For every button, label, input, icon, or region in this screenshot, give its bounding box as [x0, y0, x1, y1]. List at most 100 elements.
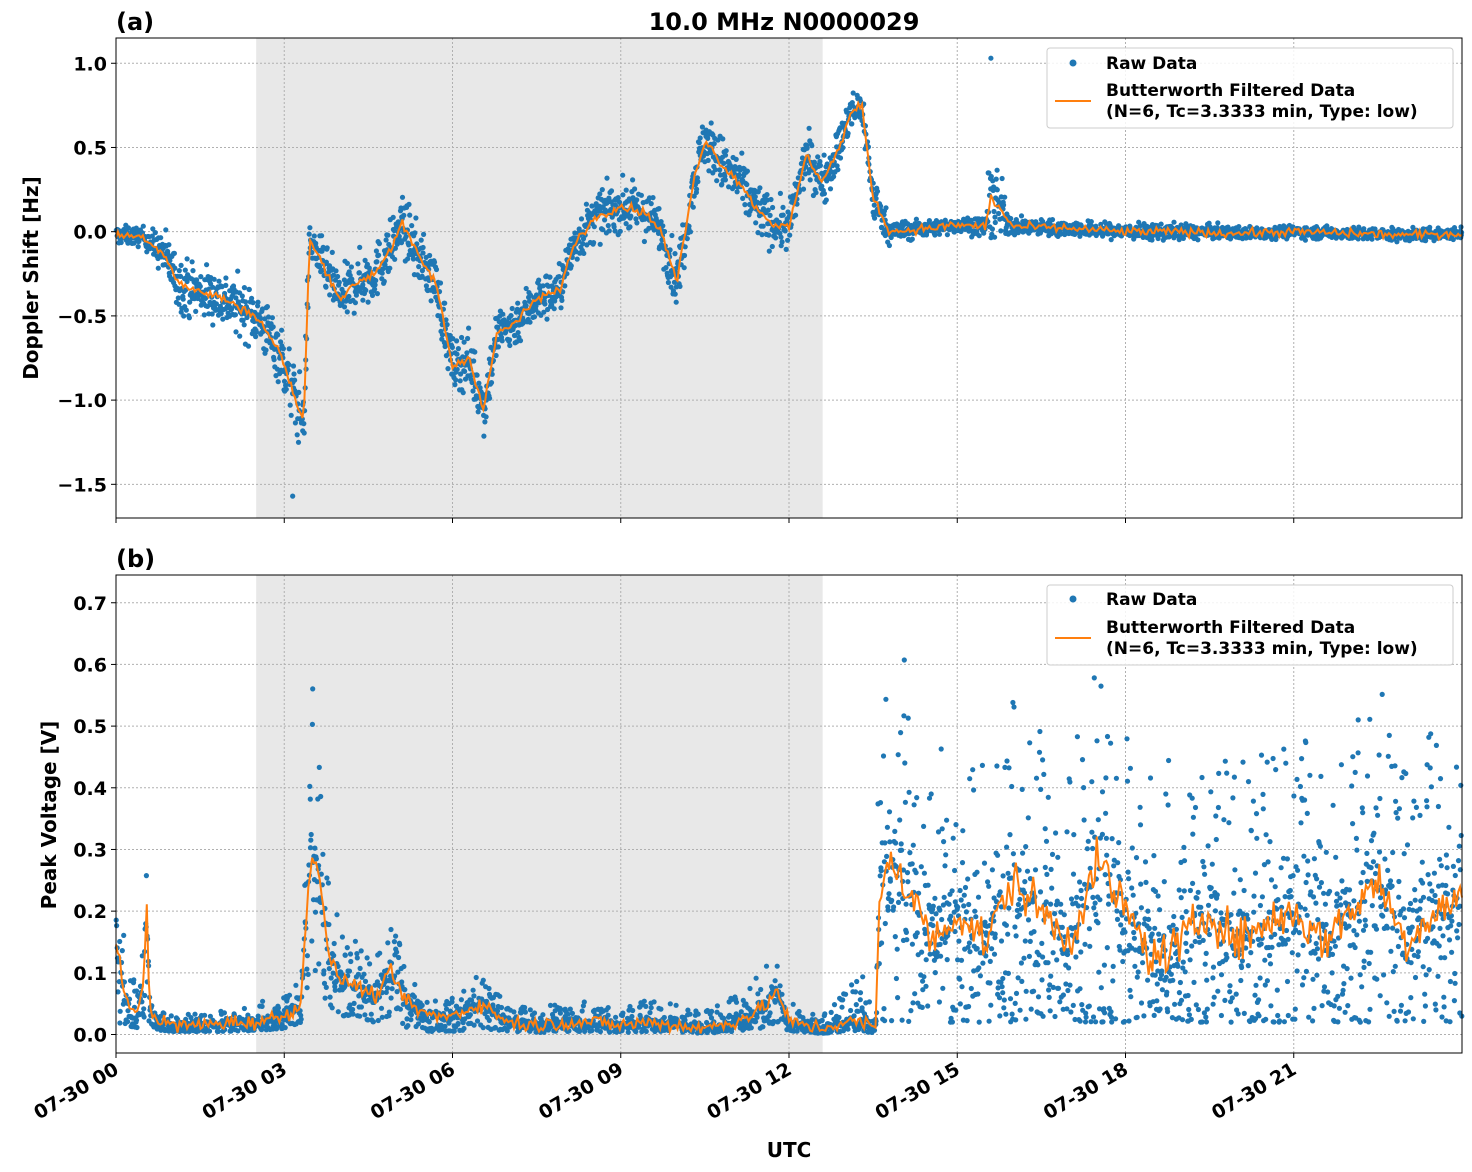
raw-data-point [388, 926, 394, 933]
raw-data-point [293, 982, 299, 988]
raw-data-point [836, 1014, 842, 1021]
raw-data-point [121, 932, 127, 939]
raw-data-point [175, 295, 181, 301]
raw-data-point [723, 148, 729, 154]
raw-data-point [271, 357, 277, 363]
raw-data-point [541, 309, 547, 315]
raw-data-point [736, 172, 742, 178]
raw-data-point [460, 390, 466, 396]
raw-data-point [296, 389, 302, 395]
raw-data-point [189, 259, 195, 265]
raw-data-point [391, 939, 397, 945]
raw-data-point [469, 379, 475, 386]
raw-data-point [421, 231, 427, 237]
raw-data-point [424, 999, 430, 1005]
raw-data-point [551, 306, 557, 312]
raw-data-point [480, 977, 486, 983]
raw-data-point [390, 214, 396, 220]
raw-data-point [334, 912, 340, 918]
raw-data-point [290, 363, 297, 369]
raw-data-point [850, 90, 856, 96]
raw-data-point [606, 195, 612, 201]
raw-data-point [140, 223, 146, 229]
raw-data-point [259, 1003, 265, 1010]
raw-data-point [306, 231, 312, 237]
raw-data-point [493, 352, 499, 359]
raw-data-point [471, 1022, 477, 1028]
raw-data-point [348, 958, 354, 965]
raw-data-point [579, 1008, 585, 1014]
raw-data-point [398, 240, 405, 246]
raw-data-point [320, 851, 326, 857]
raw-data-point [142, 992, 148, 999]
raw-data-point [787, 232, 793, 238]
raw-data-point [222, 290, 228, 297]
raw-data-point [823, 197, 829, 203]
raw-data-point [828, 1009, 834, 1016]
raw-data-point [673, 299, 679, 305]
raw-data-point [740, 195, 746, 201]
raw-data-point [355, 261, 361, 267]
raw-data-point [295, 439, 302, 445]
raw-data-point [1049, 217, 1056, 223]
raw-data-point [406, 242, 412, 248]
x-ticks-a [115, 518, 1295, 523]
raw-data-point [408, 1017, 414, 1023]
raw-data-point [344, 309, 350, 315]
raw-data-point [589, 1028, 595, 1034]
raw-data-point [800, 186, 807, 192]
raw-data-point [507, 342, 513, 349]
raw-data-point [206, 1028, 213, 1034]
raw-data-point [998, 228, 1004, 234]
raw-data-point [706, 168, 712, 174]
raw-data-point [171, 250, 177, 256]
raw-data-point [1088, 219, 1094, 225]
raw-data-point [194, 277, 200, 283]
raw-data-point [672, 251, 678, 257]
raw-data-point [669, 232, 675, 239]
raw-data-point [453, 377, 459, 383]
raw-data-point [260, 998, 266, 1004]
raw-data-point [442, 300, 448, 306]
raw-data-point [926, 218, 933, 224]
raw-data-point [322, 995, 328, 1001]
raw-data-point [462, 368, 468, 374]
raw-data-point [365, 299, 371, 305]
raw-data-point [641, 998, 647, 1004]
raw-data-point [515, 300, 521, 306]
raw-data-point [633, 1029, 639, 1035]
raw-data-point [531, 1010, 538, 1016]
raw-data-point [613, 1014, 619, 1020]
raw-data-point [815, 154, 821, 160]
raw-data-point [454, 338, 460, 344]
raw-data-point [202, 1012, 208, 1018]
raw-data-point [499, 338, 505, 344]
raw-data-point [617, 228, 623, 234]
raw-data-point [280, 346, 286, 352]
raw-data-point [837, 155, 844, 161]
raw-data-point [379, 270, 385, 276]
raw-data-point [324, 875, 330, 881]
raw-data-point [211, 276, 217, 282]
raw-data-point [356, 270, 362, 276]
raw-data-point [822, 1011, 828, 1017]
raw-data-point [497, 993, 503, 999]
raw-data-point [351, 1000, 357, 1007]
raw-data-point [134, 1024, 140, 1031]
raw-data-point [420, 244, 426, 251]
raw-data-point [279, 327, 285, 333]
raw-data-point [755, 991, 761, 997]
raw-data-point [313, 856, 319, 862]
raw-data-point [455, 1020, 461, 1027]
raw-data-point [452, 382, 458, 388]
raw-data-point [335, 273, 341, 280]
raw-data-point [328, 975, 334, 981]
raw-data-point [916, 220, 922, 226]
raw-data-point [291, 371, 297, 377]
y-tick-label: −0.5 [57, 306, 107, 328]
raw-data-point [450, 336, 456, 342]
raw-data-point [782, 228, 788, 234]
raw-data-point [288, 412, 294, 418]
raw-data-point [312, 845, 318, 851]
raw-data-point [992, 219, 998, 226]
